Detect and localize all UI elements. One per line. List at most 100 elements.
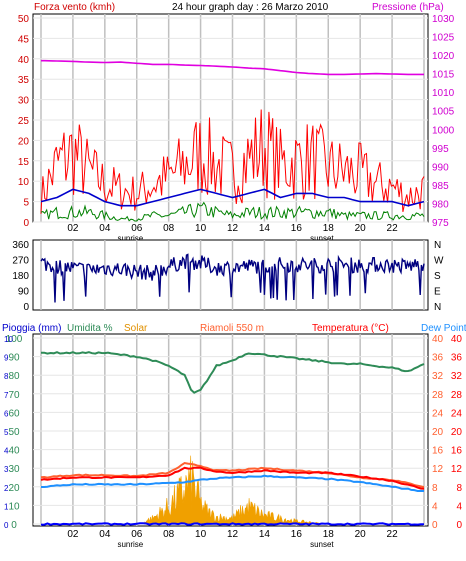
rain-label: Pioggia (mm) [2,323,61,334]
panel1-ytick-right: 1015 [432,70,455,81]
panel1-ytick-left: 30 [18,96,30,107]
panel1-ytick-right: 995 [432,144,449,155]
panel3-ytick-temp: 0 [456,520,462,531]
panel3-ytick-temp: 40 [451,334,463,345]
panel1-xtick: 22 [387,223,399,234]
panel3-series-4 [41,474,425,493]
dewpoint-label: Dew Point [421,323,466,334]
panel3-ytick-riamoli: 4 [432,501,438,512]
panel2-direction-label: W [434,256,444,267]
panel3-ytick-temp: 16 [451,446,463,457]
panel3-ytick-humidity: 0 [11,520,17,531]
panel3-series-0 [41,351,425,394]
panel3-ytick-temp: 8 [456,483,462,494]
panel3-xtick: 04 [99,529,111,540]
panel1-sunset-label: sunset [310,234,334,243]
panel3-ytick-riamoli: 24 [432,408,444,419]
panel3-ytick-rain: 7 [4,391,9,400]
panel3-ytick-temp: 28 [451,390,463,401]
panel3-ytick-riamoli: 0 [432,520,438,531]
panel2-direction-label: E [434,287,441,298]
temperature-label: Temperatura (°C) [312,323,389,334]
panel3-ytick-riamoli: 8 [432,483,438,494]
panel3-xtick: 08 [163,529,175,540]
panel3-series-3 [40,466,425,490]
panel3-ytick-humidity: 90 [8,353,20,364]
panel1-xtick: 06 [131,223,143,234]
panel3-ytick-rain: 9 [4,354,9,363]
panel3-series-5 [40,522,425,526]
panel1-xtick: 18 [323,223,335,234]
panel1-xtick: 12 [227,223,239,234]
riamoli-label: Riamoli 550 m [200,323,264,334]
panel1-xtick: 14 [259,223,271,234]
panel1-ytick-right: 975 [432,218,449,229]
panel3-xtick: 10 [195,529,207,540]
panel3-ytick-rain: 1 [4,502,9,511]
panel3-ytick-riamoli: 12 [432,464,444,475]
panel1-series-0 [41,59,424,76]
panel3-ytick-rain: 3 [4,465,9,474]
panel3-xtick: 16 [291,529,303,540]
panel2-series-0 [40,253,425,303]
pressure-axis-title: Pressione (hPa) [372,2,444,13]
panel1-ytick-left: 45 [18,34,30,45]
wind-axis-title: Forza vento (kmh) [34,2,115,13]
panel1-ytick-right: 1020 [432,51,455,62]
panel1-ytick-right: 980 [432,199,449,210]
panel3-ytick-temp: 12 [451,464,463,475]
panel3-ytick-humidity: 20 [8,483,20,494]
panel3-frame [32,333,429,527]
panel3-xtick: 06 [131,529,143,540]
panel1-sunrise-label: sunrise [117,234,143,243]
panel3-xtick: 12 [227,529,239,540]
panel1-ytick-left: 25 [18,116,30,127]
panel2-ytick-left: 180 [12,271,29,282]
panel3-ytick-humidity: 50 [8,427,20,438]
panel1-ytick-left: 0 [23,218,29,229]
panel1-ytick-left: 10 [18,177,30,188]
panel2-ytick-left: 360 [12,240,29,251]
panel3-xtick: 18 [323,529,335,540]
panel3-ytick-riamoli: 36 [432,353,444,364]
panel3-ytick-temp: 24 [451,408,463,419]
panel3-ytick-rain: 5 [4,428,9,437]
panel1-ytick-left: 5 [23,198,29,209]
panel3-ytick-riamoli: 20 [432,427,444,438]
panel2-ytick-left: 0 [23,302,29,313]
panel3-ytick-riamoli: 32 [432,371,444,382]
panel1-series-3 [40,201,425,222]
panel3-ytick-riamoli: 40 [432,334,444,345]
panel2-ytick-left: 270 [12,256,29,267]
panel1-ytick-left: 35 [18,75,30,86]
panel1-ytick-right: 1025 [432,33,455,44]
panel3-ytick-rain: 8 [4,372,9,381]
panel2-direction-label: N [434,240,441,251]
panel3-ytick-rain: 2 [4,484,9,493]
panel3-ytick-humidity: 100 [6,334,23,345]
panel3-ytick-rain: 0 [4,521,9,530]
panel1-ytick-right: 1005 [432,107,455,118]
panel3-sunset-label: sunset [310,540,334,549]
panel1-xtick: 20 [355,223,367,234]
panel1-series-2 [40,188,425,207]
panel3-xtick: 22 [387,529,399,540]
panel1-ytick-left: 20 [18,136,30,147]
panel1-ytick-right: 990 [432,162,449,173]
humidity-label: Umidita % [67,323,113,334]
panel3-ytick-rain: 4 [4,447,9,456]
panel2-ytick-left: 90 [18,287,30,298]
panel3-xtick: 02 [67,529,79,540]
panel1-xtick: 10 [195,223,207,234]
panel3-ytick-humidity: 30 [8,464,20,475]
panel3-xtick: 14 [259,529,271,540]
panel1-xtick: 16 [291,223,303,234]
panel2-direction-label: S [434,271,441,282]
panel1-xtick: 08 [163,223,175,234]
panel3-ytick-temp: 20 [451,427,463,438]
panel1-ytick-right: 985 [432,181,449,192]
